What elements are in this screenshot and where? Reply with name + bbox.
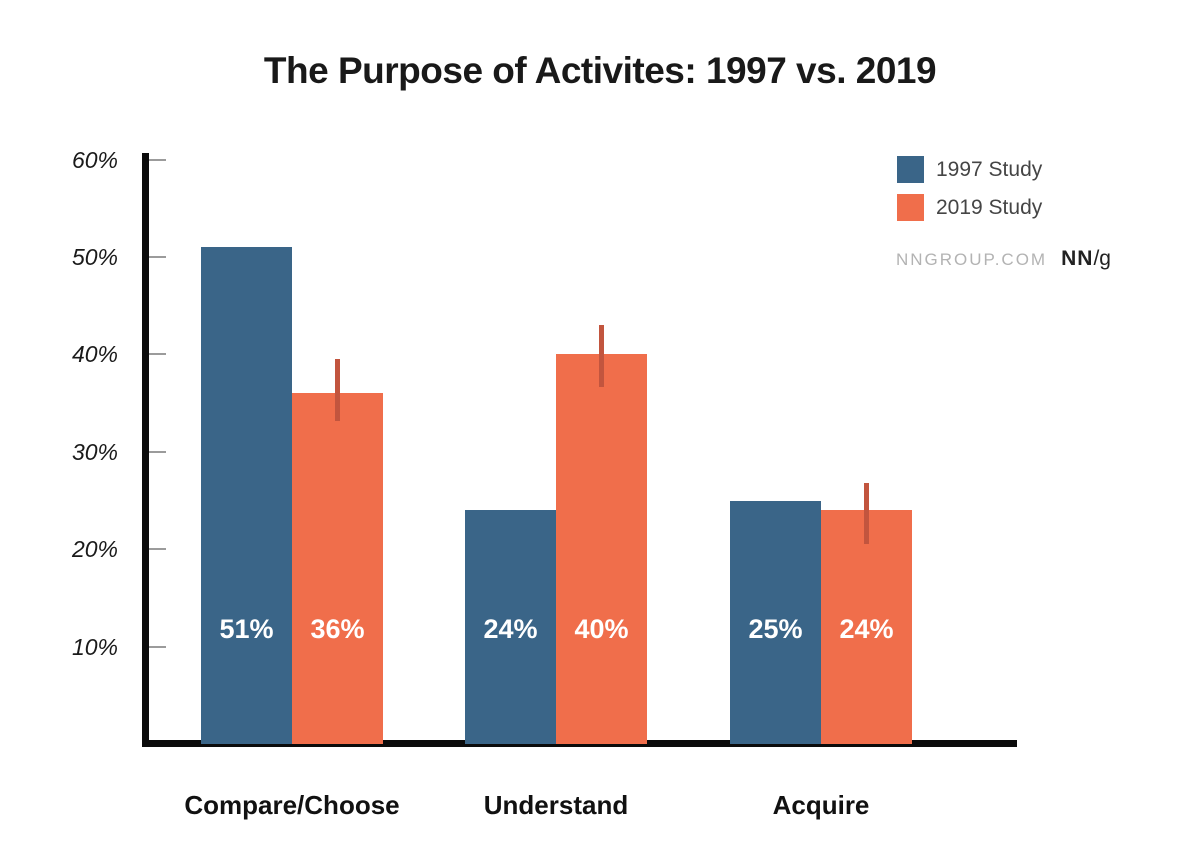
bar-2019-study-1 [556, 354, 647, 744]
bar-1997-study-2 [730, 500, 821, 744]
category-label-acquire: Acquire [772, 790, 870, 820]
bar-2019-study-0 [292, 393, 383, 744]
category-label-understand: Understand [483, 790, 629, 820]
bar-value-label: 25% [748, 614, 803, 644]
legend-swatch-2019 [897, 194, 924, 221]
nng-logo-nn: NN [1061, 247, 1094, 270]
y-axis-tick-20% [149, 548, 166, 551]
y-axis-tick-label-30%: 30% [71, 438, 118, 465]
bar-value-label: 36% [310, 614, 365, 644]
branding-site-text: NNGROUP.COM [896, 250, 1048, 269]
legend-label-2019: 2019 Study [936, 196, 1043, 219]
y-axis-tick-30% [149, 450, 166, 453]
y-axis-tick-40% [149, 353, 166, 356]
error-bar-0 [335, 359, 340, 421]
y-axis-tick-10% [149, 645, 166, 648]
y-axis-tick-label-40%: 40% [71, 341, 118, 368]
y-axis-tick-label-10%: 10% [71, 633, 118, 660]
nng-logo-slash-g: /g [1093, 247, 1111, 270]
bar-2019-study-2 [821, 510, 912, 744]
bar-value-label: 51% [219, 614, 274, 644]
bar-value-label: 40% [574, 614, 629, 644]
y-axis-tick-label-60%: 60% [71, 146, 118, 173]
bar-value-label: 24% [483, 614, 538, 644]
bar-value-label: 24% [839, 614, 894, 644]
bar-1997-study-0 [201, 247, 292, 744]
y-axis-tick-label-50%: 50% [71, 244, 118, 270]
y-axis-tick-50% [149, 256, 166, 258]
chart-title: The Purpose of Activites: 1997 vs. 2019 [263, 50, 937, 91]
branding: NNGROUP.COM NN/g [896, 247, 1111, 271]
bar-1997-study-1 [465, 510, 556, 744]
legend-label-1997: 1997 Study [936, 158, 1043, 181]
legend-item-2019: 2019 Study [897, 194, 1042, 221]
category-label-compare-choose: Compare/Choose [184, 790, 400, 820]
y-axis-tick-label-20%: 20% [71, 536, 118, 563]
legend-swatch-1997 [897, 156, 924, 183]
nng-logo: NN/g [1061, 247, 1111, 271]
legend-item-1997: 1997 Study [897, 156, 1042, 183]
legend: 1997 Study 2019 Study [897, 156, 1042, 232]
y-axis-line [142, 153, 149, 747]
y-axis-tick-60% [149, 158, 166, 161]
error-bar-1 [599, 325, 604, 387]
error-bar-2 [864, 482, 869, 545]
